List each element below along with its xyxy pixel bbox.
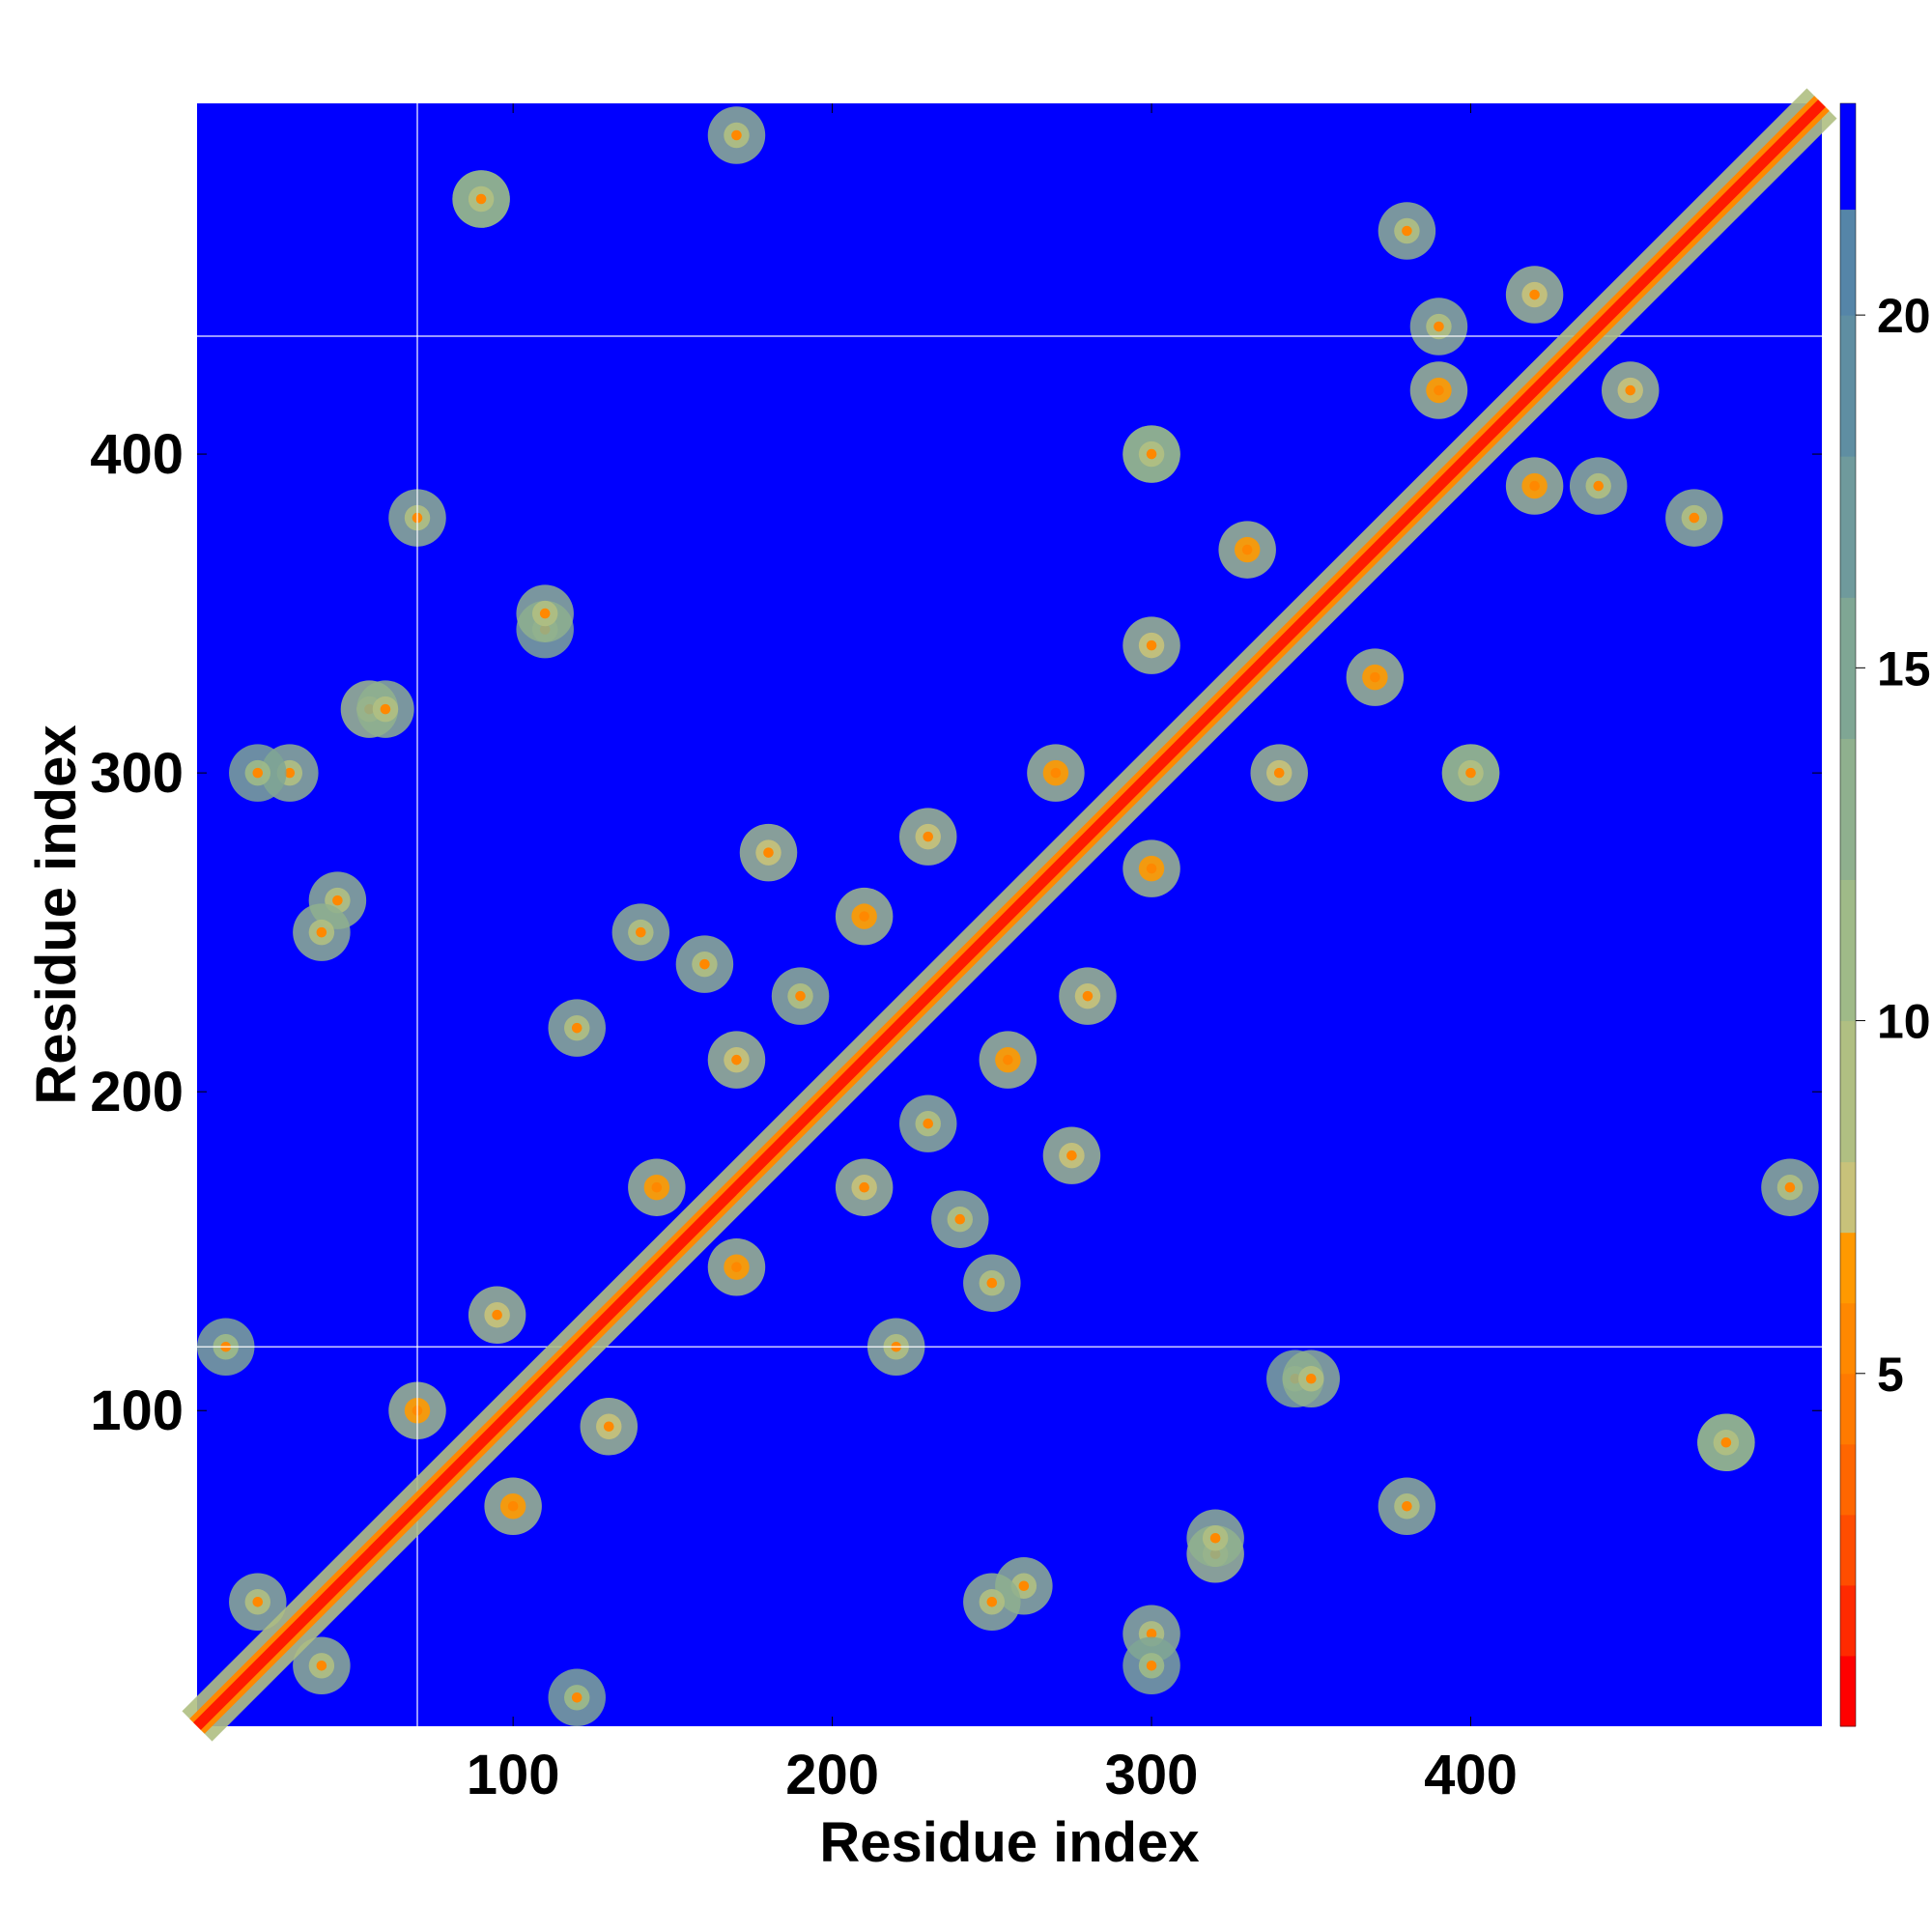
y-tick-label: 400 xyxy=(90,423,184,486)
colorbar-segment xyxy=(1840,1373,1856,1445)
contact-cluster-peak xyxy=(1720,1436,1732,1448)
colorbar-segment xyxy=(1840,738,1856,880)
contact-cluster-peak xyxy=(1082,990,1094,1002)
contact-cluster-peak xyxy=(1146,448,1157,460)
colorbar-segment xyxy=(1840,1020,1856,1163)
x-axis-ticks: 100 200 300 400 xyxy=(467,103,1518,1806)
contact-cluster-peak xyxy=(795,990,806,1002)
contact-cluster-peak xyxy=(986,1277,998,1289)
contact-cluster-peak xyxy=(859,911,869,922)
y-axis-ticks: 100 200 300 400 xyxy=(90,423,1822,1442)
contact-cluster-peak xyxy=(731,129,742,141)
colorbar-segment xyxy=(1840,1302,1856,1375)
contact-cluster-peak xyxy=(1784,1181,1796,1193)
y-tick-label: 200 xyxy=(90,1061,184,1123)
contact-cluster-peak xyxy=(1273,767,1285,779)
contact-cluster-peak xyxy=(731,1262,742,1273)
contact-cluster-peak xyxy=(1050,767,1062,779)
x-tick-label: 300 xyxy=(1105,1744,1199,1806)
contact-cluster-peak xyxy=(1370,671,1380,683)
x-axis-title: Residue index xyxy=(819,1811,1199,1874)
contact-cluster-peak xyxy=(1241,544,1253,555)
contact-cluster-peak xyxy=(332,895,343,906)
contact-cluster-peak xyxy=(1529,289,1540,300)
contact-cluster-peak xyxy=(492,1309,502,1321)
contact-cluster-peak xyxy=(1018,1580,1030,1592)
diagonal-core xyxy=(193,99,1826,1730)
contact-cluster-peak xyxy=(539,608,551,619)
contact-cluster-peak xyxy=(763,847,774,858)
contact-cluster-peak xyxy=(699,958,710,970)
y-tick-label: 100 xyxy=(90,1379,184,1442)
contact-cluster-peak xyxy=(1625,384,1636,396)
contact-cluster-peak xyxy=(651,1181,663,1193)
contact-cluster-peak xyxy=(1402,1500,1412,1512)
contact-cluster-peak xyxy=(1529,480,1540,492)
colorbar-tick-label: 20 xyxy=(1877,289,1931,343)
x-tick-label: 100 xyxy=(467,1744,560,1806)
contact-cluster-peak xyxy=(1434,384,1444,396)
contact-cluster-peak xyxy=(252,1596,264,1607)
contact-cluster-peak xyxy=(1689,512,1700,524)
colorbar-segment xyxy=(1840,1514,1856,1586)
colorbar-segment xyxy=(1840,456,1856,598)
contact-cluster-peak xyxy=(1434,321,1444,332)
contact-cluster-peak xyxy=(1402,225,1412,237)
x-tick-label: 200 xyxy=(785,1744,879,1806)
contact-cluster-peak xyxy=(316,1661,327,1671)
contact-cluster-peak xyxy=(1146,863,1157,874)
contact-cluster-peak xyxy=(571,1692,582,1703)
colorbar-segment xyxy=(1840,209,1856,316)
colorbar-segment xyxy=(1840,1161,1856,1234)
contact-cluster-peak xyxy=(986,1596,998,1607)
colorbar-segment xyxy=(1840,315,1856,457)
contact-cluster-peak xyxy=(475,193,487,205)
contact-cluster-peak xyxy=(571,1022,582,1034)
y-axis-title: Residue index xyxy=(25,724,88,1104)
colorbar-tick-label: 5 xyxy=(1877,1348,1904,1402)
contact-cluster-peak xyxy=(252,767,264,779)
colorbar-segment xyxy=(1840,1443,1856,1516)
colorbar-segment xyxy=(1840,879,1856,1022)
contact-cluster-peak xyxy=(1003,1054,1013,1065)
contact-cluster-peak xyxy=(636,926,646,938)
contact-cluster-peak xyxy=(1146,1628,1157,1639)
colorbar-segment xyxy=(1840,103,1856,211)
contact-cluster-peak xyxy=(923,1118,934,1129)
diagonal-band xyxy=(182,88,1837,1742)
colorbar-segment xyxy=(1840,1584,1856,1657)
contact-cells xyxy=(197,106,1819,1727)
contact-cluster-peak xyxy=(859,1181,869,1193)
contact-cluster-peak xyxy=(1066,1150,1077,1161)
contact-cluster-peak xyxy=(507,1500,519,1512)
contact-cluster-peak xyxy=(1209,1532,1221,1544)
colorbar-segment xyxy=(1840,597,1856,739)
plot-area xyxy=(182,88,1837,1742)
colorbar-frame xyxy=(1839,102,1857,1727)
contact-cluster-peak xyxy=(1146,639,1157,651)
contact-cluster-peak xyxy=(923,831,934,842)
contact-cluster-peak xyxy=(603,1421,614,1433)
contact-cluster-peak xyxy=(1146,1661,1157,1671)
x-tick-label: 400 xyxy=(1424,1744,1518,1806)
contact-cluster-peak xyxy=(731,1054,742,1065)
contact-cluster-peak xyxy=(380,703,391,715)
y-tick-label: 300 xyxy=(90,742,184,805)
contact-cluster-peak xyxy=(1465,767,1476,779)
colorbar-segment xyxy=(1840,1232,1856,1304)
colorbar-tick-label: 15 xyxy=(1877,641,1931,696)
gridlines xyxy=(197,103,1822,1726)
colorbar-tick-label: 10 xyxy=(1877,995,1931,1049)
contact-cluster-peak xyxy=(316,926,327,938)
contact-cluster-peak xyxy=(284,767,296,779)
contact-cluster-peak xyxy=(954,1213,966,1225)
contact-cluster-peak xyxy=(1305,1373,1317,1384)
colorbar-segment xyxy=(1840,1655,1856,1727)
contact-cluster-peak xyxy=(1593,480,1604,492)
colorbar: 5 10 15 20 xyxy=(1839,102,1931,1727)
